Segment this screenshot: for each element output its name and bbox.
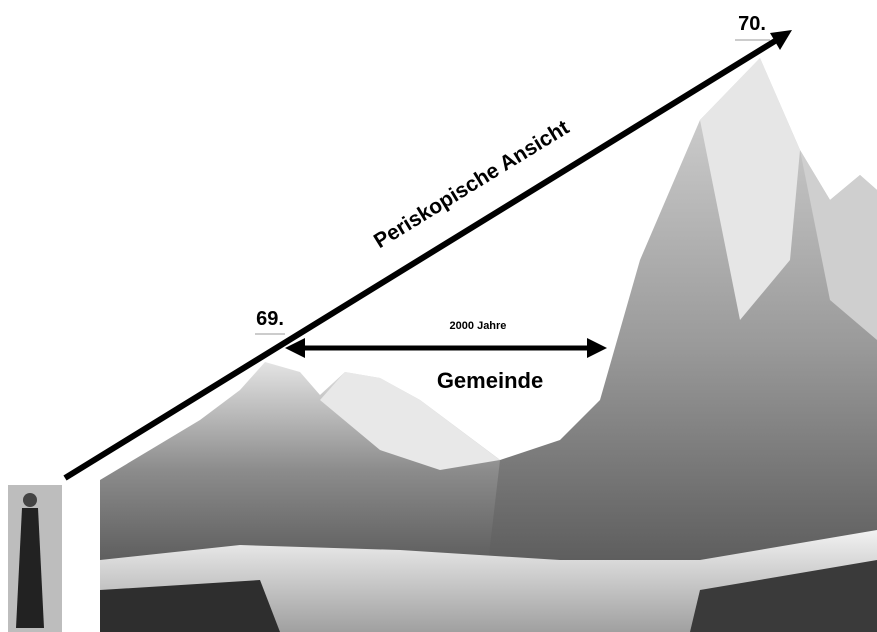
span-name: Gemeinde bbox=[437, 368, 543, 393]
diagram: Periskopische Ansicht 69. 70. 2000 Jahre… bbox=[0, 0, 877, 632]
span-label: 2000 Jahre bbox=[450, 320, 507, 332]
person-figure bbox=[8, 485, 62, 632]
end-label: 70. bbox=[738, 13, 766, 35]
start-label: 69. bbox=[256, 308, 284, 330]
mountain-landscape bbox=[100, 58, 877, 632]
span-arrow bbox=[285, 338, 607, 358]
